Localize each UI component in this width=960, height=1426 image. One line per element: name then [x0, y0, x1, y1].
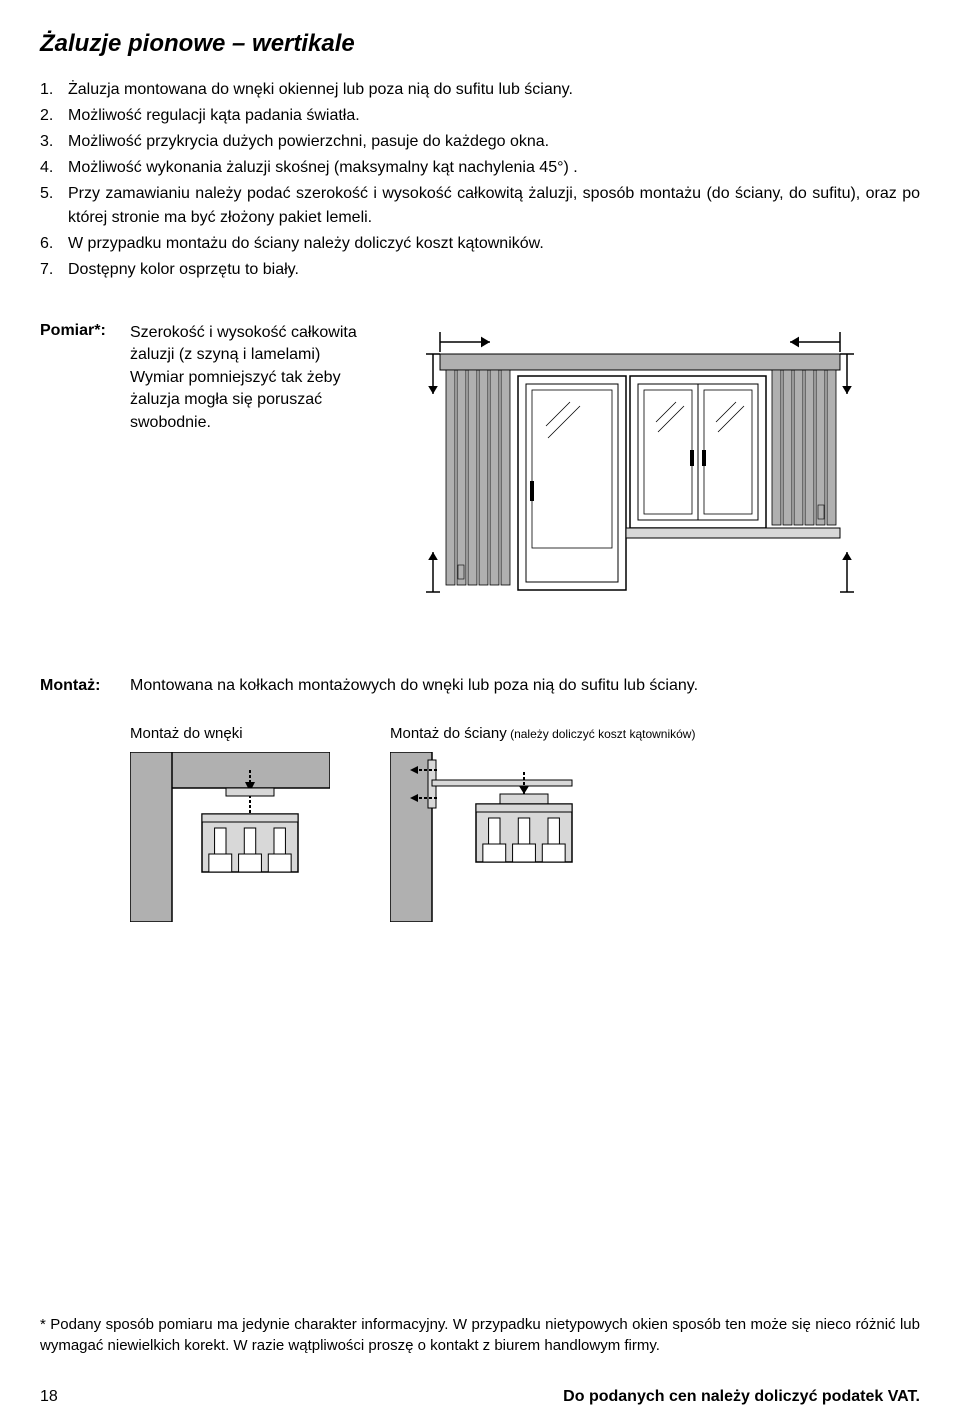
- list-text: Przy zamawianiu należy podać szerokość i…: [68, 182, 920, 230]
- measurement-section: Pomiar*: Szerokość i wysokość całkowita …: [40, 322, 920, 617]
- list-item: 4.Możliwość wykonania żaluzji skośnej (m…: [40, 156, 920, 180]
- page-footer: 18 Do podanych cen należy doliczyć podat…: [40, 1388, 920, 1406]
- vat-notice: Do podanych cen należy doliczyć podatek …: [563, 1388, 920, 1406]
- mount-recess-diagram: [130, 752, 330, 927]
- mounting-text: Montowana na kołkach montażowych do wnęk…: [130, 677, 920, 695]
- mount-recess-caption: Montaż do wnęki: [130, 725, 330, 742]
- list-item: 1.Żaluzja montowana do wnęki okiennej lu…: [40, 78, 920, 102]
- list-item: 7.Dostępny kolor osprzętu to biały.: [40, 258, 920, 282]
- mounting-label: Montaż:: [40, 677, 130, 695]
- list-item: 5.Przy zamawianiu należy podać szerokość…: [40, 182, 920, 230]
- page-title: Żaluzje pionowe – wertikale: [40, 30, 920, 58]
- list-item: 6.W przypadku montażu do ściany należy d…: [40, 232, 920, 256]
- list-item: 3.Możliwość przykrycia dużych powierzchn…: [40, 130, 920, 154]
- list-text: Możliwość wykonania żaluzji skośnej (mak…: [68, 156, 920, 180]
- mount-recess-col: Montaż do wnęki: [130, 725, 330, 927]
- list-text: Możliwość regulacji kąta padania światła…: [68, 104, 920, 128]
- list-number: 4.: [40, 156, 68, 180]
- list-number: 2.: [40, 104, 68, 128]
- mount-wall-caption: Montaż do ściany (należy doliczyć koszt …: [390, 725, 695, 742]
- list-number: 3.: [40, 130, 68, 154]
- mounting-diagrams: Montaż do wnęki Montaż do ściany (należy…: [40, 725, 920, 927]
- mount-wall-diagram: [390, 752, 695, 927]
- mounting-section: Montaż: Montowana na kołkach montażowych…: [40, 677, 920, 695]
- list-text: Żaluzja montowana do wnęki okiennej lub …: [68, 78, 920, 102]
- feature-list: 1.Żaluzja montowana do wnęki okiennej lu…: [40, 78, 920, 282]
- list-text: Możliwość przykrycia dużych powierzchni,…: [68, 130, 920, 154]
- mount-wall-caption-note: (należy doliczyć koszt kątowników): [507, 727, 696, 741]
- footnote: * Podany sposób pomiaru ma jedynie chara…: [40, 1314, 920, 1356]
- list-number: 6.: [40, 232, 68, 256]
- list-number: 1.: [40, 78, 68, 102]
- list-text: W przypadku montażu do ściany należy dol…: [68, 232, 920, 256]
- main-diagram: [360, 322, 920, 617]
- measurement-label: Pomiar*:: [40, 322, 130, 340]
- mount-wall-caption-main: Montaż do ściany: [390, 725, 507, 742]
- list-number: 7.: [40, 258, 68, 282]
- measurement-text: Szerokość i wysokość całkowita żaluzji (…: [130, 322, 360, 434]
- mount-wall-col: Montaż do ściany (należy doliczyć koszt …: [390, 725, 695, 927]
- list-text: Dostępny kolor osprzętu to biały.: [68, 258, 920, 282]
- list-number: 5.: [40, 182, 68, 230]
- page-number: 18: [40, 1388, 58, 1406]
- list-item: 2.Możliwość regulacji kąta padania świat…: [40, 104, 920, 128]
